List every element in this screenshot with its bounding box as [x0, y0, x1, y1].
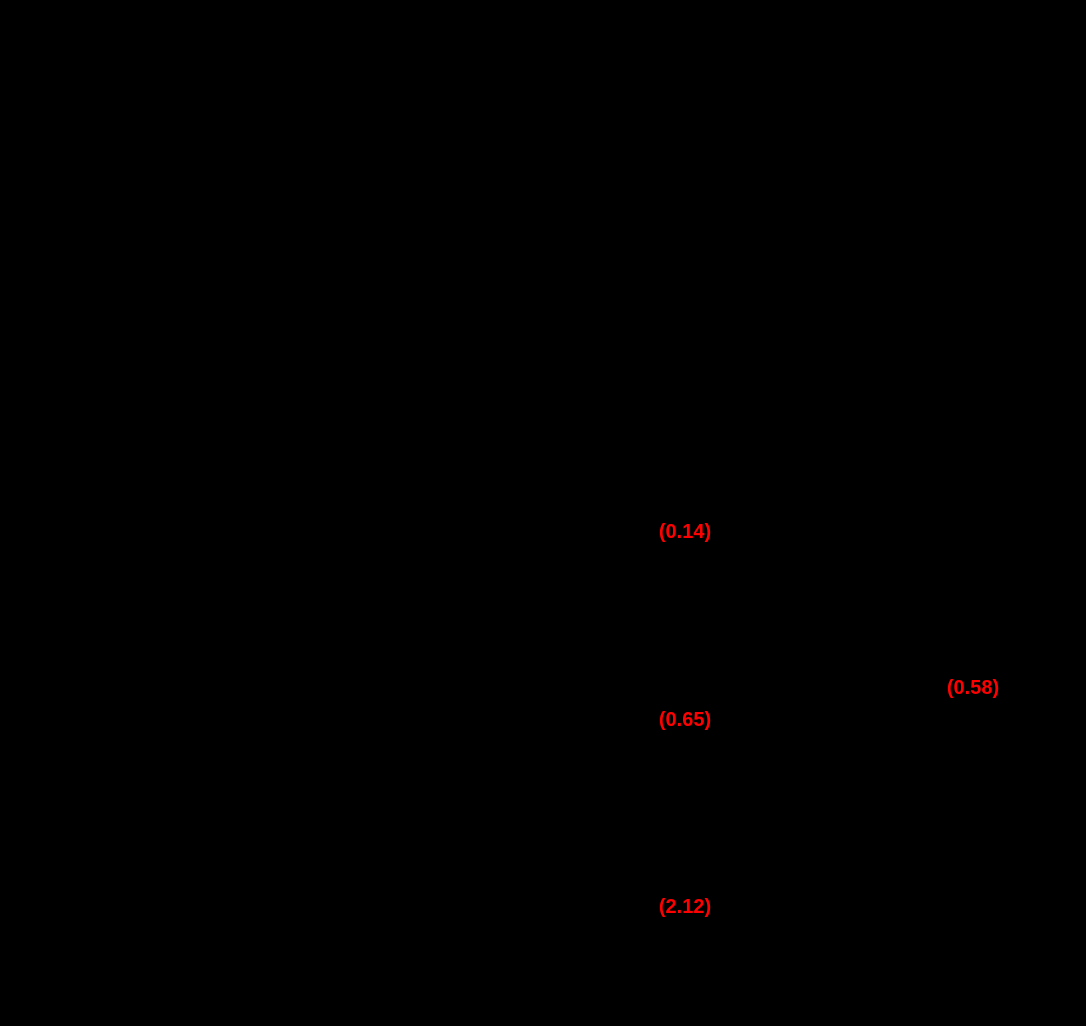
annotation-label-0: (0.14) — [658, 521, 712, 543]
annotation-label-3: (0.58) — [946, 677, 1000, 699]
annotation-label-1: (0.65) — [658, 709, 712, 731]
annotation-label-2: (2.12) — [658, 896, 712, 918]
